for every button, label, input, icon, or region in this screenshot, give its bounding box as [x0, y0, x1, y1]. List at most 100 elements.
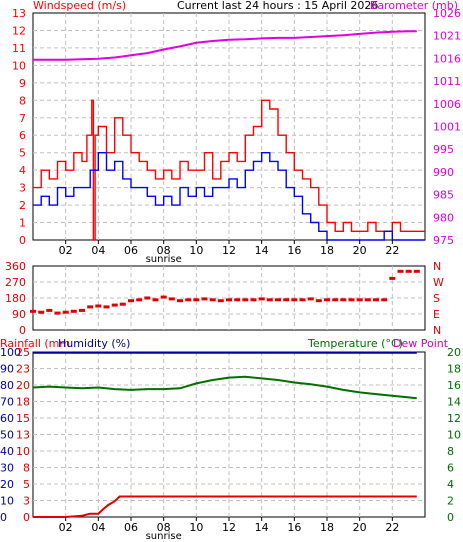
- rain-y-tick-label: 18: [16, 396, 30, 409]
- wind-y-tick-label: 2: [19, 199, 26, 212]
- temperature-y-tick-label: 8: [447, 445, 454, 458]
- rain-y-tick-label: 5: [23, 478, 30, 491]
- humidity-y-tick-label: 50: [0, 429, 14, 442]
- compass-y-tick-label: W: [433, 276, 444, 289]
- direction-point: [291, 298, 298, 302]
- x-tick-label: 10: [189, 521, 203, 534]
- x-tick-label: 16: [287, 521, 301, 534]
- wind-y-tick-label: 6: [19, 129, 26, 142]
- x-tick-label: 12: [222, 244, 236, 257]
- wind-y-tick-label: 7: [19, 112, 26, 125]
- temperature-y-tick-label: 16: [447, 379, 461, 392]
- direction-point: [315, 299, 322, 303]
- rain-y-tick-label: 0: [23, 511, 30, 524]
- temperature-y-tick-label: 12: [447, 412, 461, 425]
- x-tick-label: 08: [157, 521, 171, 534]
- direction-point: [144, 296, 151, 300]
- direction-point: [185, 298, 192, 302]
- direction-point: [356, 298, 363, 302]
- baro-y-tick-label: 1026: [433, 7, 461, 20]
- direction-point: [79, 308, 85, 312]
- x-tick-label: 12: [222, 521, 236, 534]
- direction-point: [95, 304, 102, 308]
- direction-point: [193, 298, 200, 302]
- x-tick-label: 08: [157, 244, 171, 257]
- direction-point: [299, 298, 306, 302]
- baro-y-tick-label: 1001: [433, 121, 461, 134]
- direction-point: [30, 309, 36, 313]
- x-tick-label: 06: [124, 244, 138, 257]
- direction-y-tick-label: 270: [5, 276, 26, 289]
- temperature-y-tick-label: 2: [447, 495, 454, 508]
- baro-y-tick-label: 980: [433, 211, 454, 224]
- temperature-series-line: [32, 375, 417, 400]
- windspeed-series-line: [33, 99, 425, 241]
- direction-point: [160, 295, 167, 299]
- baro-y-tick-label: 1011: [433, 75, 461, 88]
- humidity-y-tick-label: 20: [0, 478, 14, 491]
- compass-y-tick-label: N: [433, 324, 441, 337]
- direction-point: [283, 298, 290, 302]
- wind-y-tick-label: 10: [12, 59, 26, 72]
- x-tick-label: 14: [255, 521, 269, 534]
- avg-wind-series-line: [33, 152, 425, 241]
- direction-point: [332, 298, 339, 302]
- wind-y-tick-label: 3: [19, 182, 26, 195]
- baro-y-tick-label: 975: [433, 234, 454, 247]
- temperature-y-tick-label: 10: [447, 429, 461, 442]
- wind-y-tick-label: 13: [12, 7, 26, 20]
- compass-y-tick-label: S: [433, 292, 440, 305]
- x-tick-label: 18: [320, 521, 334, 534]
- wind-y-tick-label: 8: [19, 94, 26, 107]
- barometer-series-line: [33, 30, 417, 61]
- humidity-y-tick-label: 70: [0, 396, 14, 409]
- humidity-y-tick-label: 40: [0, 445, 14, 458]
- rain-y-tick-label: 3: [23, 495, 30, 508]
- rain-y-tick-label: 23: [16, 363, 30, 376]
- humidity-y-tick-label: 10: [0, 495, 14, 508]
- direction-point: [307, 297, 314, 301]
- humidity-title: Humidity (%): [58, 337, 130, 350]
- direction-point: [70, 309, 77, 313]
- direction-point: [201, 297, 208, 301]
- temperature-y-tick-label: 4: [447, 478, 454, 491]
- direction-point: [275, 298, 281, 302]
- wind-y-tick-label: 0: [19, 234, 26, 247]
- header-title: Current last 24 hours : 15 April 2026: [177, 0, 378, 12]
- direction-y-tick-label: 360: [5, 260, 26, 273]
- direction-point: [128, 299, 134, 303]
- rain-y-tick-label: 15: [16, 412, 30, 425]
- direction-point: [152, 298, 159, 302]
- x-tick-label: 10: [189, 244, 203, 257]
- direction-point: [348, 298, 355, 302]
- x-tick-label: 20: [353, 244, 367, 257]
- direction-point: [397, 269, 404, 273]
- temperature-title: Temperature (°C): [307, 337, 403, 350]
- x-tick-label: 06: [124, 521, 138, 534]
- baro-y-tick-label: 1016: [433, 52, 461, 65]
- x-tick-label: 04: [91, 244, 105, 257]
- x-tick-label: 22: [385, 244, 399, 257]
- direction-point: [168, 297, 175, 301]
- direction-point: [258, 297, 265, 301]
- rain-y-tick-label: 20: [16, 379, 30, 392]
- wind-title: Windspeed (m/s): [33, 0, 126, 12]
- direction-point: [103, 305, 110, 309]
- humidity-y-tick-label: 80: [0, 379, 14, 392]
- baro-y-tick-label: 995: [433, 143, 454, 156]
- direction-point: [87, 305, 94, 309]
- x-tick-label: 02: [59, 521, 73, 534]
- rain-title: Rainfall (mm: [0, 337, 70, 350]
- temperature-y-tick-label: 6: [447, 462, 454, 475]
- rainfall-series-line: [33, 495, 417, 518]
- direction-point: [136, 298, 143, 302]
- humidity-y-tick-label: 100: [0, 346, 21, 359]
- direction-point: [234, 298, 241, 302]
- x-tick-label: 04: [91, 521, 105, 534]
- temperature-y-tick-label: 18: [447, 363, 461, 376]
- direction-point: [119, 302, 126, 306]
- rain-y-tick-label: 25: [16, 346, 30, 359]
- humidity-y-tick-label: 60: [0, 412, 14, 425]
- direction-point: [405, 269, 412, 273]
